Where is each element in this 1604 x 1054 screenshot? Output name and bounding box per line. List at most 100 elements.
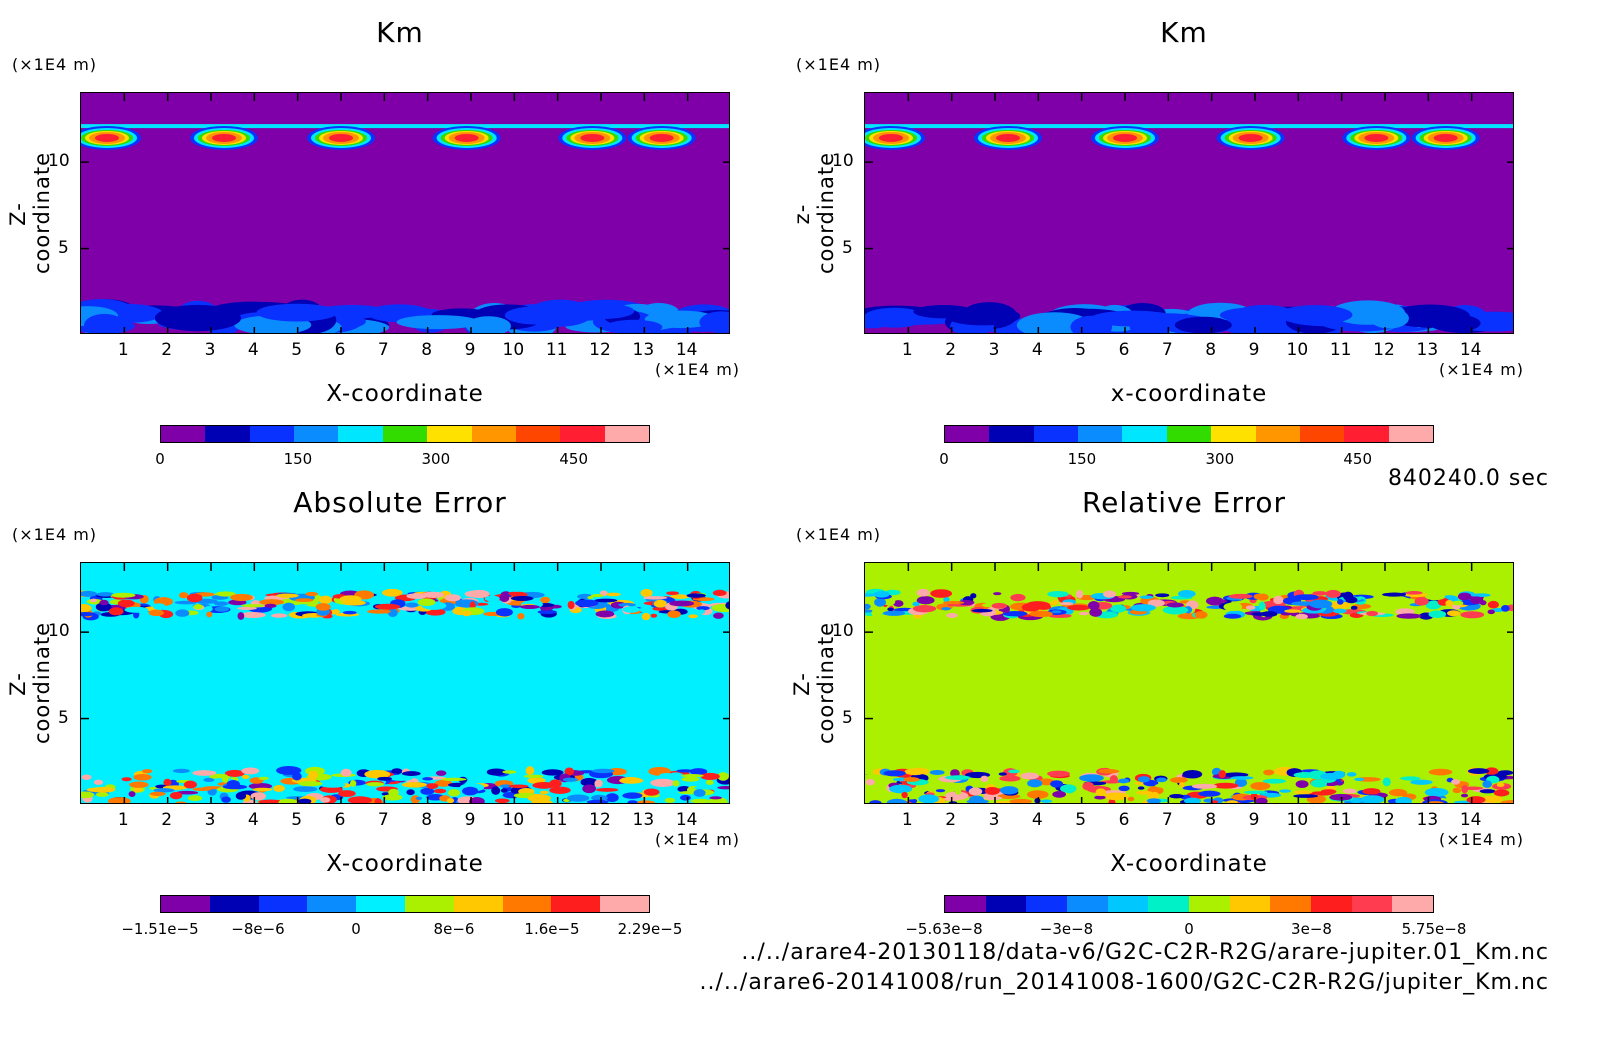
field-cell xyxy=(1428,610,1447,618)
x-tick-label: 5 xyxy=(291,810,303,830)
field-cell xyxy=(991,602,1008,609)
field-cell xyxy=(1484,767,1499,775)
field-cell xyxy=(226,780,240,789)
field-cell xyxy=(282,602,296,612)
field-cell xyxy=(969,795,985,803)
field-cell xyxy=(240,612,266,619)
x-tick-label: 7 xyxy=(1161,340,1173,360)
x-tick-label: 14 xyxy=(1459,810,1482,830)
field-cell xyxy=(873,590,890,598)
colorbar-swatch xyxy=(989,426,1034,442)
field-cell xyxy=(1155,593,1170,598)
colorbar-tick-label: 300 xyxy=(421,450,451,468)
field-cell xyxy=(374,603,401,610)
field-cell xyxy=(1487,600,1500,609)
field-cell xyxy=(711,603,729,613)
field-cell xyxy=(681,776,700,782)
field-cell xyxy=(1452,787,1462,794)
field-cell xyxy=(940,797,961,801)
colorbar-tick-label: 300 xyxy=(1205,450,1235,468)
field-cell xyxy=(1177,590,1196,598)
chart-panel-4: Relative Error (×1E4 m) (×1E4 m) Z-coordina… xyxy=(784,470,1584,960)
field-cell xyxy=(401,771,421,776)
field-cell xyxy=(1424,593,1445,601)
field-cell xyxy=(666,591,679,596)
x-tick-label: 8 xyxy=(1205,810,1217,830)
field-cell xyxy=(1255,797,1268,803)
field-cell xyxy=(1097,769,1120,774)
field-cell xyxy=(511,799,528,803)
field-cell xyxy=(81,590,98,597)
colorbar-swatch xyxy=(209,896,259,912)
heatmap-field xyxy=(865,93,1513,333)
field-cell xyxy=(499,593,510,603)
field-cell xyxy=(1445,599,1454,607)
field-cell xyxy=(1147,798,1161,803)
field-cell xyxy=(1466,796,1486,803)
field-cell xyxy=(491,786,501,795)
field-cell xyxy=(690,798,711,803)
field-cell xyxy=(1462,786,1484,790)
colorbar-swatch xyxy=(1107,896,1149,912)
field-cell xyxy=(643,788,660,796)
field-cell xyxy=(1095,788,1107,797)
x-tick-label: 1 xyxy=(117,810,129,830)
field-cell xyxy=(454,133,479,142)
field-cell xyxy=(1493,789,1510,797)
field-cell xyxy=(699,311,729,333)
colorbar xyxy=(944,425,1434,443)
field-cell xyxy=(153,603,166,610)
field-cell xyxy=(1501,605,1510,612)
field-cell xyxy=(415,796,423,801)
field-cell xyxy=(1079,774,1104,782)
field-cell xyxy=(897,792,922,800)
colorbar-swatch xyxy=(258,896,308,912)
plot-area xyxy=(80,92,730,334)
x-tick-label: 14 xyxy=(675,340,698,360)
colorbar-tick-label: 150 xyxy=(283,450,313,468)
file-path-2: ../../arare6-20141008/run_20141008-1600/… xyxy=(699,970,1549,995)
x-tick-label: 12 xyxy=(1373,810,1395,830)
field-cell xyxy=(689,768,708,775)
field-cell xyxy=(1127,796,1135,802)
field-cell xyxy=(1279,789,1292,793)
field-cell xyxy=(912,605,937,613)
field-cell xyxy=(124,606,149,613)
field-cell xyxy=(107,772,124,778)
field-cell xyxy=(865,603,871,610)
field-cell xyxy=(1309,599,1333,609)
field-cell xyxy=(495,608,513,617)
field-cell xyxy=(1479,789,1496,794)
y-tick-label: 10 xyxy=(48,151,70,172)
colorbar-swatch xyxy=(551,896,601,912)
field-cell xyxy=(176,790,199,795)
x-tick-label: 2 xyxy=(161,810,173,830)
x-tick-label: 12 xyxy=(589,340,611,360)
field-cell xyxy=(1482,780,1493,788)
field-cell xyxy=(187,795,203,802)
colorbar-tick-label: 1.6e−5 xyxy=(524,920,580,938)
field-cell xyxy=(133,773,152,781)
field-cell xyxy=(81,791,95,799)
field-cell xyxy=(908,798,918,803)
field-cell xyxy=(1060,784,1077,793)
x-tick-label: 11 xyxy=(545,340,568,360)
y-axis-label: Z-coordinate xyxy=(790,621,838,744)
field-cell xyxy=(1382,777,1391,787)
field-cell xyxy=(111,592,136,598)
field-cell xyxy=(500,788,508,793)
field-cell xyxy=(595,787,619,792)
field-cell xyxy=(420,787,435,795)
x-tick-label: 2 xyxy=(945,810,957,830)
field-cell xyxy=(1388,788,1408,797)
field-cell xyxy=(1369,308,1409,329)
field-cell xyxy=(594,779,603,788)
field-cell xyxy=(1047,590,1069,598)
field-cell xyxy=(1460,793,1469,798)
field-cell xyxy=(186,593,203,603)
field-cell xyxy=(594,598,618,603)
field-cell xyxy=(1312,591,1328,596)
field-cell xyxy=(1257,593,1269,601)
field-cell xyxy=(320,797,331,803)
field-cell xyxy=(276,593,299,598)
